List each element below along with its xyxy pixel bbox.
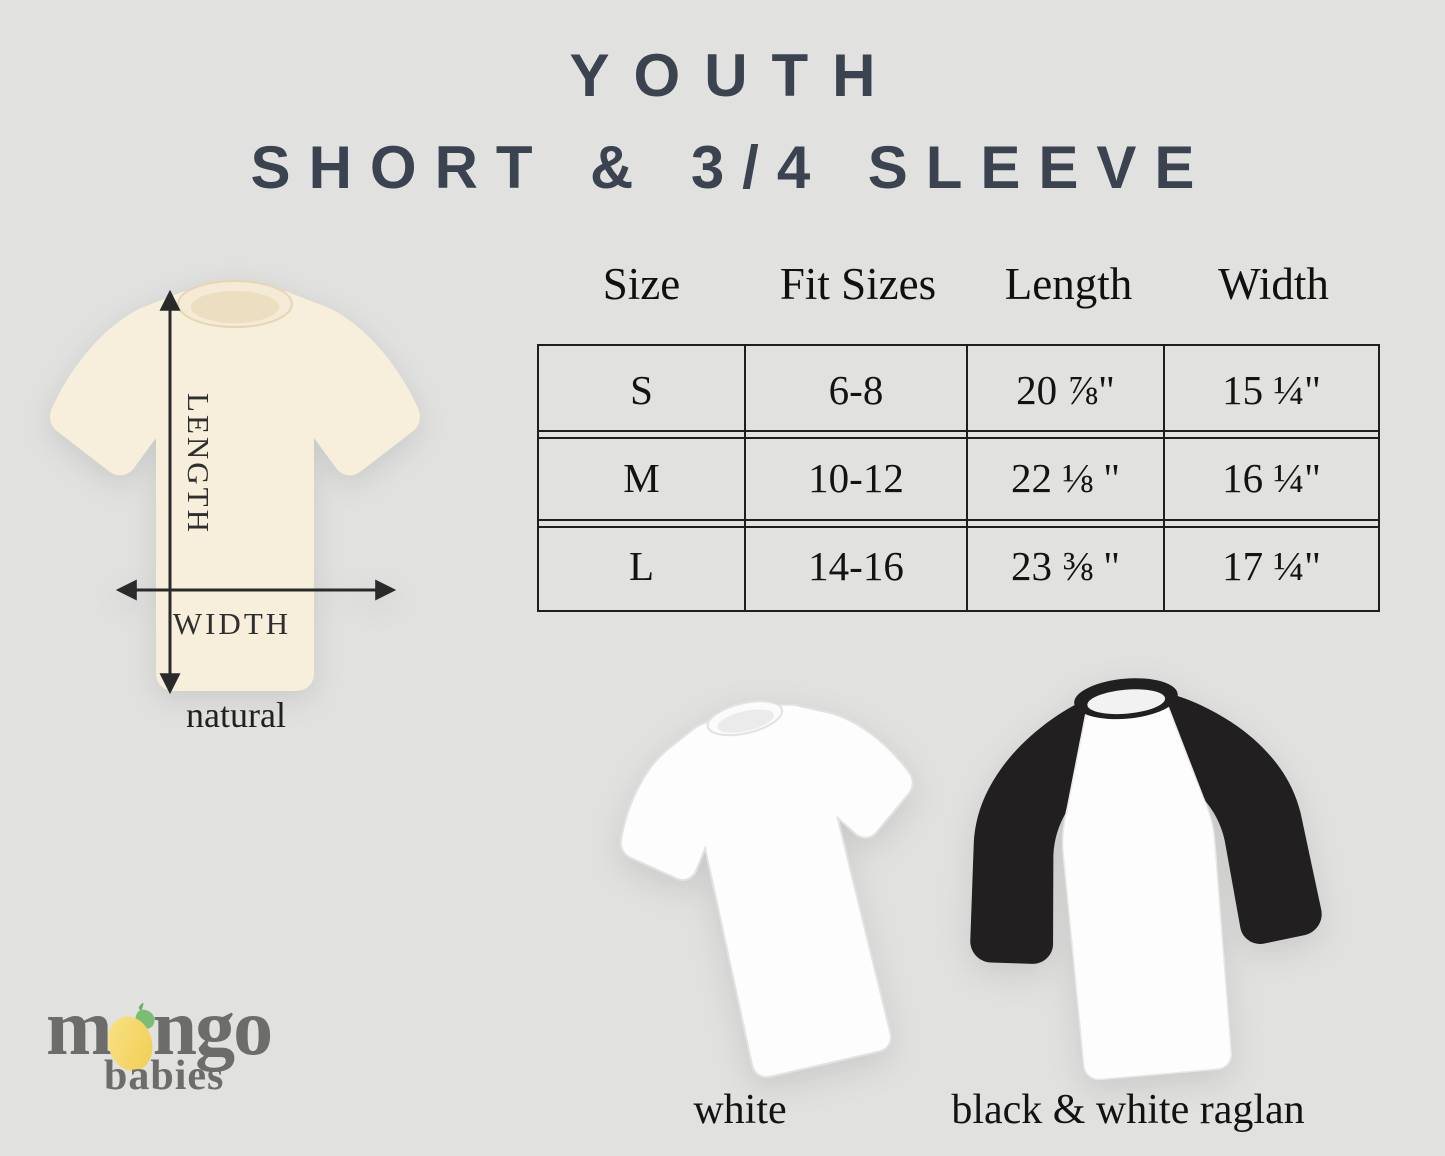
natural-shirt-body [50,286,420,691]
raglan-left-sleeve [970,700,1093,964]
table-cell: 22 ⅛ " [968,434,1165,522]
table-cell: 16 ¼" [1222,455,1321,501]
mango-icon [107,1002,155,1071]
column-header-length: Length [1004,259,1133,309]
page-subtitle: SHORT & 3/4 SLEEVE [250,134,1213,201]
white-shirt-neck-opening [717,709,774,733]
length-label: LENGTH [181,393,216,535]
raglan-right-sleeve [1167,693,1322,944]
white-caption: white [693,1087,787,1133]
column-header-size: Size [602,259,681,309]
table-cell: 10-12 [746,434,968,522]
logo-text-prefix: m [46,984,113,1072]
size-table-headers: Size Fit Sizes Length Width [537,258,1380,310]
natural-shirt-neck-opening [191,291,279,323]
table-cell: 6-8 [746,346,968,434]
raglan-shirt-image [952,662,1344,1092]
raglan-neck-opening [1087,689,1166,715]
white-shirt-body [619,703,914,1079]
measurement-diagram: LENGTH WIDTH [30,278,442,706]
column-header-width: Width [1218,259,1329,309]
natural-shirt-image: LENGTH WIDTH [50,280,420,695]
table-cell: 17 ¼" [1222,543,1321,589]
white-shirt-image [592,664,970,1096]
brand-logo: m ngo babies [46,988,306,1100]
table-cell: M [539,434,746,522]
column-header-fit-sizes: Fit Sizes [779,259,937,309]
white-shirt-graphic [619,700,914,1079]
table-cell: L [539,522,746,610]
table-cell: 23 ⅜ " [968,522,1165,610]
width-label: WIDTH [173,606,291,641]
size-table: S 6-8 20 ⅞" 15 ¼" M 10-12 22 ⅛ " 16 ¼" L… [537,344,1380,612]
natural-caption: natural [186,695,286,735]
table-cell: 15 ¼" [1222,367,1321,413]
brand-logo-wordmark: m ngo [46,984,306,1072]
raglan-shirt-graphic [970,678,1322,1081]
raglan-caption: black & white raglan [951,1087,1305,1133]
logo-tagline: babies [104,1053,225,1099]
logo-text-suffix: ngo [152,984,273,1072]
page-title: YOUTH [569,42,900,109]
title-block: YOUTH SHORT & 3/4 SLEEVE [0,46,1445,198]
table-cell: 20 ⅞" [968,346,1165,434]
table-cell: S [539,346,746,434]
table-cell: 14-16 [746,522,968,610]
